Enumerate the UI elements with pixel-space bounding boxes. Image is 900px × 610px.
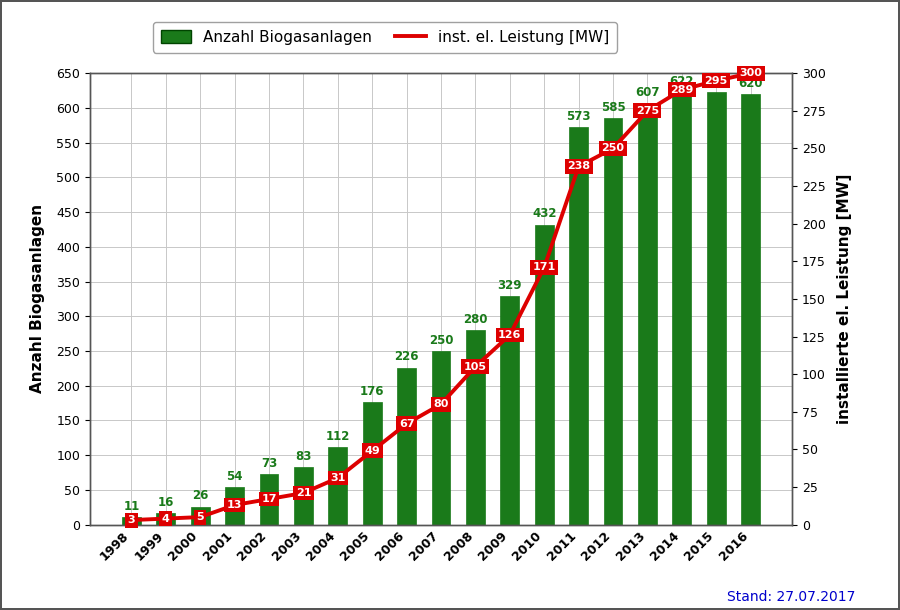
Text: 329: 329 xyxy=(498,279,522,292)
Text: 275: 275 xyxy=(636,106,659,116)
Text: 585: 585 xyxy=(600,101,626,114)
Text: 295: 295 xyxy=(705,76,728,86)
Bar xyxy=(191,506,210,525)
Text: 80: 80 xyxy=(433,399,449,409)
Text: 54: 54 xyxy=(226,470,243,483)
Bar xyxy=(259,474,278,525)
Bar xyxy=(742,94,760,525)
Text: 280: 280 xyxy=(464,313,488,326)
Text: 73: 73 xyxy=(261,457,277,470)
Text: 620: 620 xyxy=(738,77,763,90)
Text: 21: 21 xyxy=(295,488,311,498)
Bar xyxy=(672,93,691,525)
Bar xyxy=(431,351,451,525)
Bar xyxy=(225,487,244,525)
Bar xyxy=(500,296,519,525)
Text: 11: 11 xyxy=(123,500,140,513)
Bar xyxy=(569,127,588,525)
Text: 171: 171 xyxy=(533,262,556,272)
Text: 67: 67 xyxy=(399,419,414,429)
Text: 250: 250 xyxy=(428,334,454,347)
Y-axis label: installierte el. Leistung [MW]: installierte el. Leistung [MW] xyxy=(837,174,851,424)
Text: 105: 105 xyxy=(464,362,487,371)
Text: 112: 112 xyxy=(326,429,350,443)
Text: 16: 16 xyxy=(158,497,174,509)
Bar xyxy=(397,368,416,525)
Bar xyxy=(535,224,554,525)
Text: 250: 250 xyxy=(601,143,625,154)
Bar xyxy=(638,103,657,525)
Text: Stand: 27.07.2017: Stand: 27.07.2017 xyxy=(726,590,855,604)
Text: 300: 300 xyxy=(739,68,762,78)
Text: 26: 26 xyxy=(192,489,209,503)
Bar xyxy=(604,118,623,525)
Text: 622: 622 xyxy=(670,76,694,88)
Text: 289: 289 xyxy=(670,85,694,95)
Bar xyxy=(328,447,347,525)
Text: 573: 573 xyxy=(566,110,591,123)
Text: 5: 5 xyxy=(196,512,204,522)
Text: 3: 3 xyxy=(128,515,135,525)
Y-axis label: Anzahl Biogasanlagen: Anzahl Biogasanlagen xyxy=(31,204,45,393)
Text: 226: 226 xyxy=(394,351,418,364)
Text: 238: 238 xyxy=(567,162,590,171)
Text: 49: 49 xyxy=(364,446,380,456)
Text: 4: 4 xyxy=(162,514,170,523)
Text: 607: 607 xyxy=(635,86,660,99)
Text: 126: 126 xyxy=(498,330,521,340)
Bar xyxy=(294,467,313,525)
Bar xyxy=(157,514,176,525)
Text: 432: 432 xyxy=(532,207,556,220)
Text: 17: 17 xyxy=(261,494,276,504)
Text: 176: 176 xyxy=(360,385,384,398)
Text: 13: 13 xyxy=(227,500,242,510)
Bar xyxy=(706,92,725,525)
Legend: Anzahl Biogasanlagen, inst. el. Leistung [MW]: Anzahl Biogasanlagen, inst. el. Leistung… xyxy=(153,22,616,52)
Bar xyxy=(466,330,485,525)
Text: 31: 31 xyxy=(330,473,346,483)
Bar xyxy=(363,403,382,525)
Text: 83: 83 xyxy=(295,450,311,463)
Text: 623: 623 xyxy=(704,75,728,88)
Bar xyxy=(122,517,140,525)
